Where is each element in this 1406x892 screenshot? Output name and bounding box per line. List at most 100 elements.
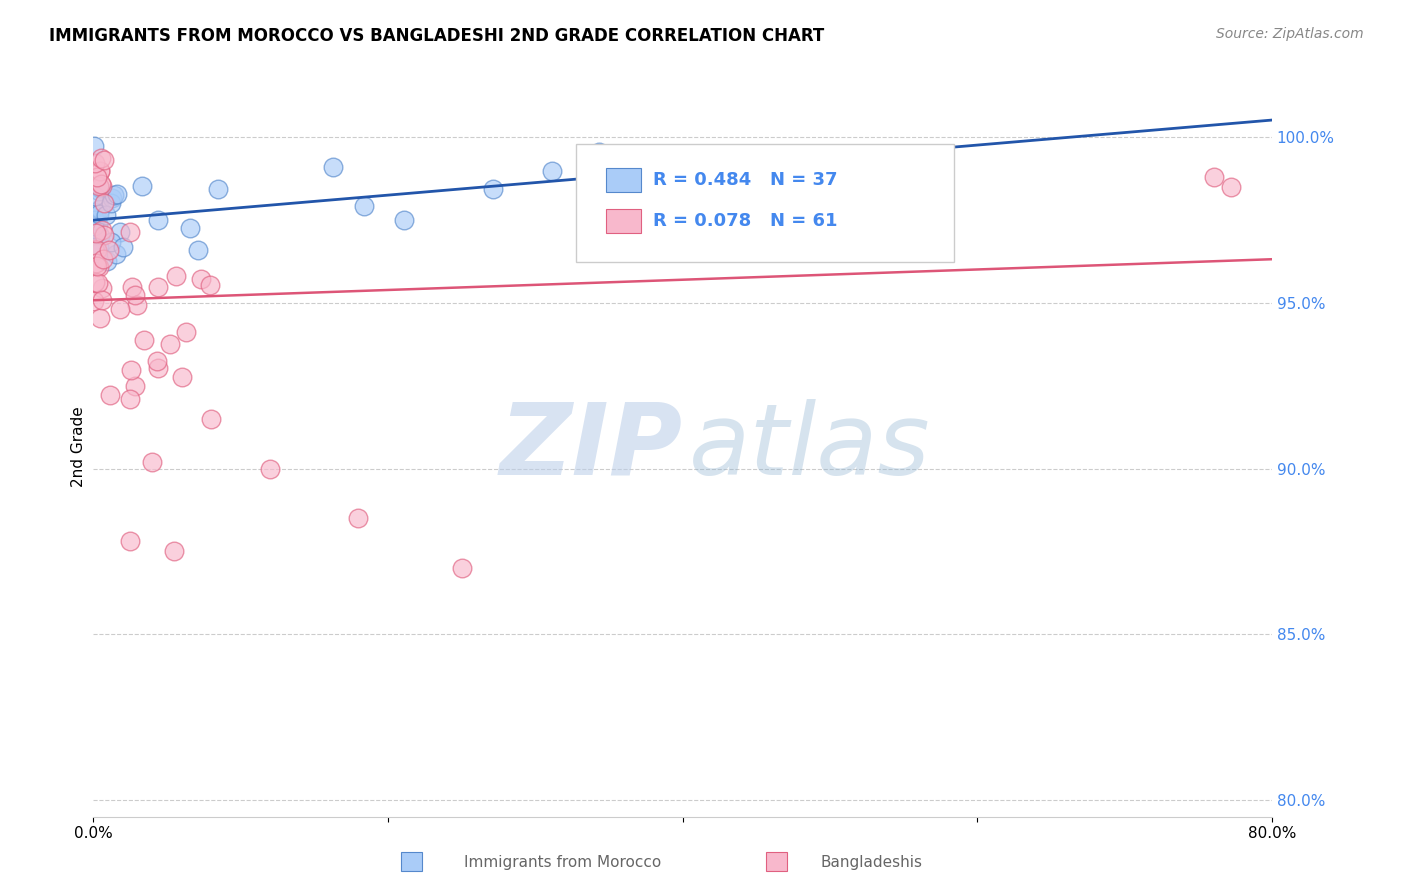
Point	[198, 277, 221, 292]
Point	[86, 169, 108, 184]
Text: ZIP: ZIP	[499, 399, 682, 496]
Point	[97, 243, 120, 257]
Point	[1219, 179, 1241, 194]
Point	[120, 225, 142, 239]
Point	[932, 163, 955, 178]
Point	[124, 379, 146, 393]
Point	[125, 297, 148, 311]
Point	[84, 227, 107, 241]
Point	[87, 260, 110, 274]
Point	[322, 160, 344, 174]
Point	[588, 145, 610, 160]
Point	[187, 244, 209, 258]
Text: Immigrants from Morocco: Immigrants from Morocco	[464, 855, 661, 870]
Point	[86, 205, 108, 219]
Point	[172, 370, 194, 384]
Point	[84, 189, 107, 203]
Text: Source: ZipAtlas.com: Source: ZipAtlas.com	[1216, 27, 1364, 41]
Point	[259, 461, 281, 475]
FancyBboxPatch shape	[576, 144, 953, 262]
FancyBboxPatch shape	[606, 169, 641, 192]
Point	[141, 455, 163, 469]
Point	[86, 244, 108, 258]
Point	[90, 177, 112, 191]
Point	[450, 561, 472, 575]
Text: IMMIGRANTS FROM MOROCCO VS BANGLADESHI 2ND GRADE CORRELATION CHART: IMMIGRANTS FROM MOROCCO VS BANGLADESHI 2…	[49, 27, 824, 45]
Point	[146, 212, 169, 227]
Point	[100, 235, 122, 249]
Point	[392, 212, 415, 227]
Point	[90, 152, 112, 166]
Point	[91, 293, 114, 307]
Bar	[401, 852, 422, 871]
Text: R = 0.078   N = 61: R = 0.078 N = 61	[652, 211, 838, 230]
Point	[96, 253, 118, 268]
Point	[100, 195, 122, 210]
Point	[165, 269, 187, 284]
Point	[89, 180, 111, 194]
Point	[93, 153, 115, 167]
Point	[105, 187, 128, 202]
Point	[86, 256, 108, 270]
Point	[120, 392, 142, 407]
Text: atlas: atlas	[689, 399, 929, 496]
Point	[482, 182, 505, 196]
Point	[83, 242, 105, 256]
Point	[148, 361, 170, 376]
Point	[146, 279, 169, 293]
Bar	[766, 852, 787, 871]
Point	[89, 206, 111, 220]
Point	[124, 287, 146, 301]
Point	[190, 271, 212, 285]
Point	[83, 156, 105, 170]
Point	[87, 276, 110, 290]
Point	[86, 259, 108, 273]
Point	[93, 195, 115, 210]
Point	[87, 246, 110, 260]
Point	[87, 217, 110, 231]
Point	[163, 544, 186, 558]
Point	[103, 187, 125, 202]
Text: Bangladeshis: Bangladeshis	[821, 855, 922, 870]
Point	[118, 534, 141, 549]
Point	[89, 178, 111, 193]
Point	[89, 311, 111, 326]
Point	[100, 191, 122, 205]
Point	[91, 281, 114, 295]
Point	[84, 275, 107, 289]
Point	[541, 163, 564, 178]
Point	[84, 227, 107, 241]
Y-axis label: 2nd Grade: 2nd Grade	[72, 407, 86, 487]
Point	[105, 246, 128, 260]
Point	[90, 179, 112, 194]
Text: R = 0.484   N = 37: R = 0.484 N = 37	[652, 171, 838, 189]
Point	[146, 354, 169, 368]
Point	[110, 301, 132, 316]
Point	[93, 227, 115, 242]
Point	[83, 294, 105, 309]
Point	[89, 164, 111, 178]
Point	[94, 208, 117, 222]
Point	[89, 229, 111, 244]
Point	[87, 239, 110, 253]
Point	[112, 240, 135, 254]
Point	[84, 213, 107, 227]
Point	[87, 184, 110, 198]
Point	[91, 223, 114, 237]
FancyBboxPatch shape	[606, 209, 641, 233]
Point	[83, 219, 105, 233]
Point	[582, 192, 605, 206]
Point	[89, 164, 111, 178]
Point	[132, 333, 155, 347]
Point	[207, 182, 229, 196]
Point	[347, 511, 370, 525]
Point	[131, 179, 153, 194]
Point	[159, 336, 181, 351]
Point	[120, 363, 142, 377]
Point	[91, 252, 114, 267]
Point	[1202, 169, 1225, 184]
Point	[200, 412, 222, 426]
Point	[121, 280, 143, 294]
Point	[100, 388, 122, 402]
Point	[84, 239, 107, 253]
